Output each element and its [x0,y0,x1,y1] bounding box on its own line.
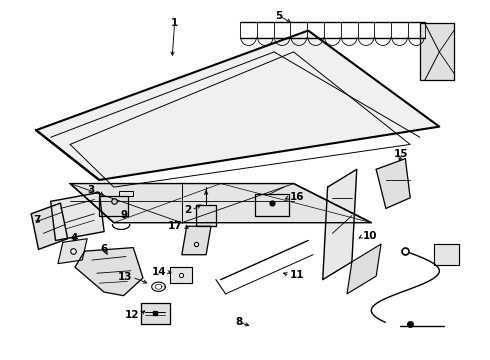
Polygon shape [435,244,459,265]
Text: 2: 2 [184,205,192,215]
Text: 14: 14 [152,267,166,277]
Polygon shape [58,239,87,264]
Polygon shape [182,226,211,255]
Text: 3: 3 [87,185,95,195]
Polygon shape [255,194,289,216]
Text: 15: 15 [394,149,409,159]
Polygon shape [170,267,192,283]
Text: 16: 16 [290,192,304,202]
Polygon shape [196,205,216,226]
Polygon shape [36,31,440,180]
Polygon shape [50,193,104,240]
Text: 10: 10 [363,231,377,241]
Polygon shape [420,23,454,80]
Text: 6: 6 [100,244,108,254]
Text: 9: 9 [121,210,128,220]
Polygon shape [70,184,371,223]
Polygon shape [347,244,381,294]
Polygon shape [75,248,143,296]
Polygon shape [99,196,128,216]
Polygon shape [376,159,410,208]
Polygon shape [141,303,170,324]
Text: 8: 8 [236,317,243,327]
Polygon shape [31,203,68,249]
Text: 11: 11 [290,270,304,280]
Text: 17: 17 [168,221,183,230]
Text: 7: 7 [33,215,41,225]
Text: 12: 12 [125,310,140,320]
Text: 13: 13 [118,272,132,282]
Polygon shape [323,169,357,280]
Text: 1: 1 [171,18,178,28]
Text: 4: 4 [70,233,78,243]
Polygon shape [119,191,133,196]
Text: 5: 5 [275,10,283,21]
